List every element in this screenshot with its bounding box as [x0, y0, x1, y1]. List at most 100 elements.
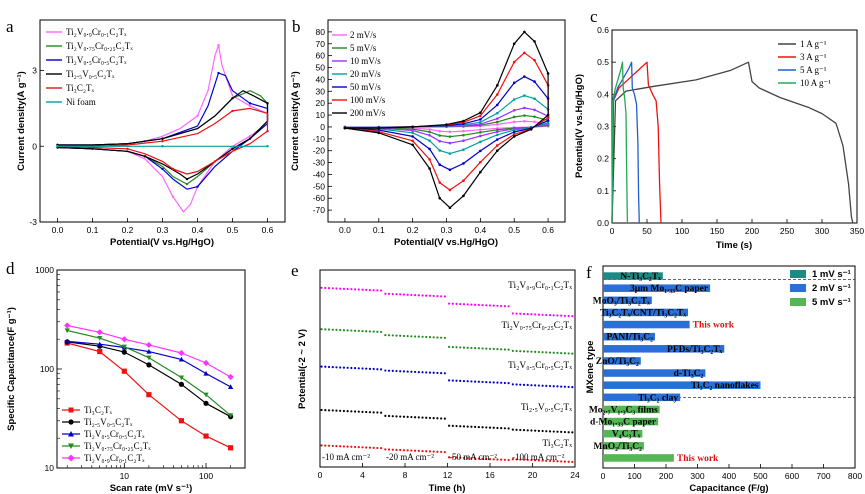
data-point [571, 460, 574, 464]
data-point [421, 449, 424, 453]
data-point [546, 113, 550, 117]
data-point [421, 335, 424, 338]
data-point [523, 75, 526, 78]
x-tick-label: 0.2 [407, 225, 419, 235]
data-point [462, 119, 465, 123]
panel-a-ylabel: Current density(A g⁻¹) [16, 71, 27, 171]
legend-entry: Ti₂.₅V₀.₅C₂Tₓ [62, 417, 133, 427]
data-point [496, 304, 499, 307]
panel-c-ylabel: Potential(V vs.Hg/HgO) [574, 74, 585, 178]
data-point [196, 114, 199, 118]
data-point [451, 345, 454, 349]
data-point [534, 350, 537, 353]
this-work-label: This work [693, 321, 735, 331]
data-point [436, 295, 439, 298]
data-point [488, 304, 492, 307]
data-point [425, 294, 428, 297]
data-point [440, 295, 443, 298]
y-tick-label: -50 [313, 181, 326, 191]
data-point [64, 328, 70, 334]
data-point [541, 459, 544, 462]
legend-label: Ti₂V₀.₉Cr₀.₁C₂Tₓ [84, 453, 145, 463]
data-point [379, 330, 383, 334]
data-point [178, 375, 185, 381]
x-tick-label: 0.6 [262, 225, 274, 235]
legend-entry: 3 A g⁻¹ [778, 52, 827, 62]
data-point [402, 334, 406, 338]
data-point [571, 385, 574, 389]
data-point [479, 134, 482, 138]
data-point [485, 426, 488, 429]
data-point [500, 381, 503, 384]
data-point [350, 366, 353, 370]
legend-label: 10 A g⁻¹ [800, 78, 831, 88]
data-point [552, 459, 555, 463]
data-point [432, 450, 435, 453]
data-point [56, 145, 59, 148]
y-tick-label: -20 [313, 146, 326, 156]
data-point [391, 334, 394, 337]
data-point [395, 415, 398, 418]
legend-entry: Ti₃C₂Tₓ [62, 405, 112, 415]
data-point [545, 430, 548, 433]
data-point [342, 445, 346, 448]
legend-label: Ti₂V₀.₇₅Cr₀.₂₅C₂Tₓ [66, 41, 133, 51]
data-point [443, 451, 446, 454]
legend-label: 10 mV/s [350, 56, 381, 66]
data-point [462, 148, 465, 151]
data-point [440, 372, 443, 375]
data-point [178, 418, 185, 424]
data-point [522, 312, 526, 316]
data-point [331, 287, 334, 290]
data-point [350, 288, 353, 291]
panel-f-label: f [586, 263, 592, 282]
data-point [481, 380, 484, 384]
y-tick-label: 20 [316, 98, 326, 108]
x-tick-label: 800 [848, 471, 862, 481]
data-point [357, 446, 360, 449]
data-point [425, 335, 428, 339]
data-point [320, 408, 323, 412]
series-line [611, 61, 629, 224]
data-point [492, 304, 495, 307]
legend-entry: 2 mV s⁻¹ [790, 283, 851, 294]
x-tick-label: 0.5 [227, 225, 239, 235]
data-point [530, 429, 533, 432]
data-point [546, 116, 550, 119]
series-line [57, 107, 269, 175]
data-point [495, 149, 499, 153]
bar [603, 442, 644, 450]
legend-entry: Ti₂V₀.₇₅Cr₀.₂₅C₂Tₓ [46, 41, 133, 51]
data-point [353, 329, 357, 332]
bar-label: Ti₃C₂ clay [638, 393, 678, 403]
data-point [425, 450, 428, 453]
data-point [552, 430, 555, 433]
y-tick-label: -60 [313, 193, 326, 203]
data-point [406, 415, 409, 418]
legend-label: 50 mV/s [350, 82, 381, 92]
data-point [526, 350, 529, 353]
data-point [178, 381, 185, 387]
data-point [495, 138, 499, 141]
x-tick-label: 150 [710, 226, 724, 236]
data-point [523, 30, 526, 34]
legend-label: 1 mV s⁻¹ [812, 269, 851, 280]
data-point [492, 347, 495, 351]
data-point [459, 456, 462, 459]
current-label: -100 mA cm⁻² [512, 452, 565, 462]
data-point [350, 410, 353, 413]
data-point [384, 448, 387, 451]
data-point [399, 415, 402, 418]
data-point [379, 447, 383, 450]
data-point [512, 120, 516, 124]
data-point [64, 322, 71, 329]
data-point [228, 384, 234, 389]
data-point [470, 425, 473, 428]
data-point [372, 446, 375, 449]
data-point [161, 145, 164, 148]
data-point [231, 97, 234, 100]
data-point [495, 111, 499, 115]
data-point [537, 313, 540, 316]
data-point [402, 370, 406, 373]
data-point [421, 371, 424, 374]
